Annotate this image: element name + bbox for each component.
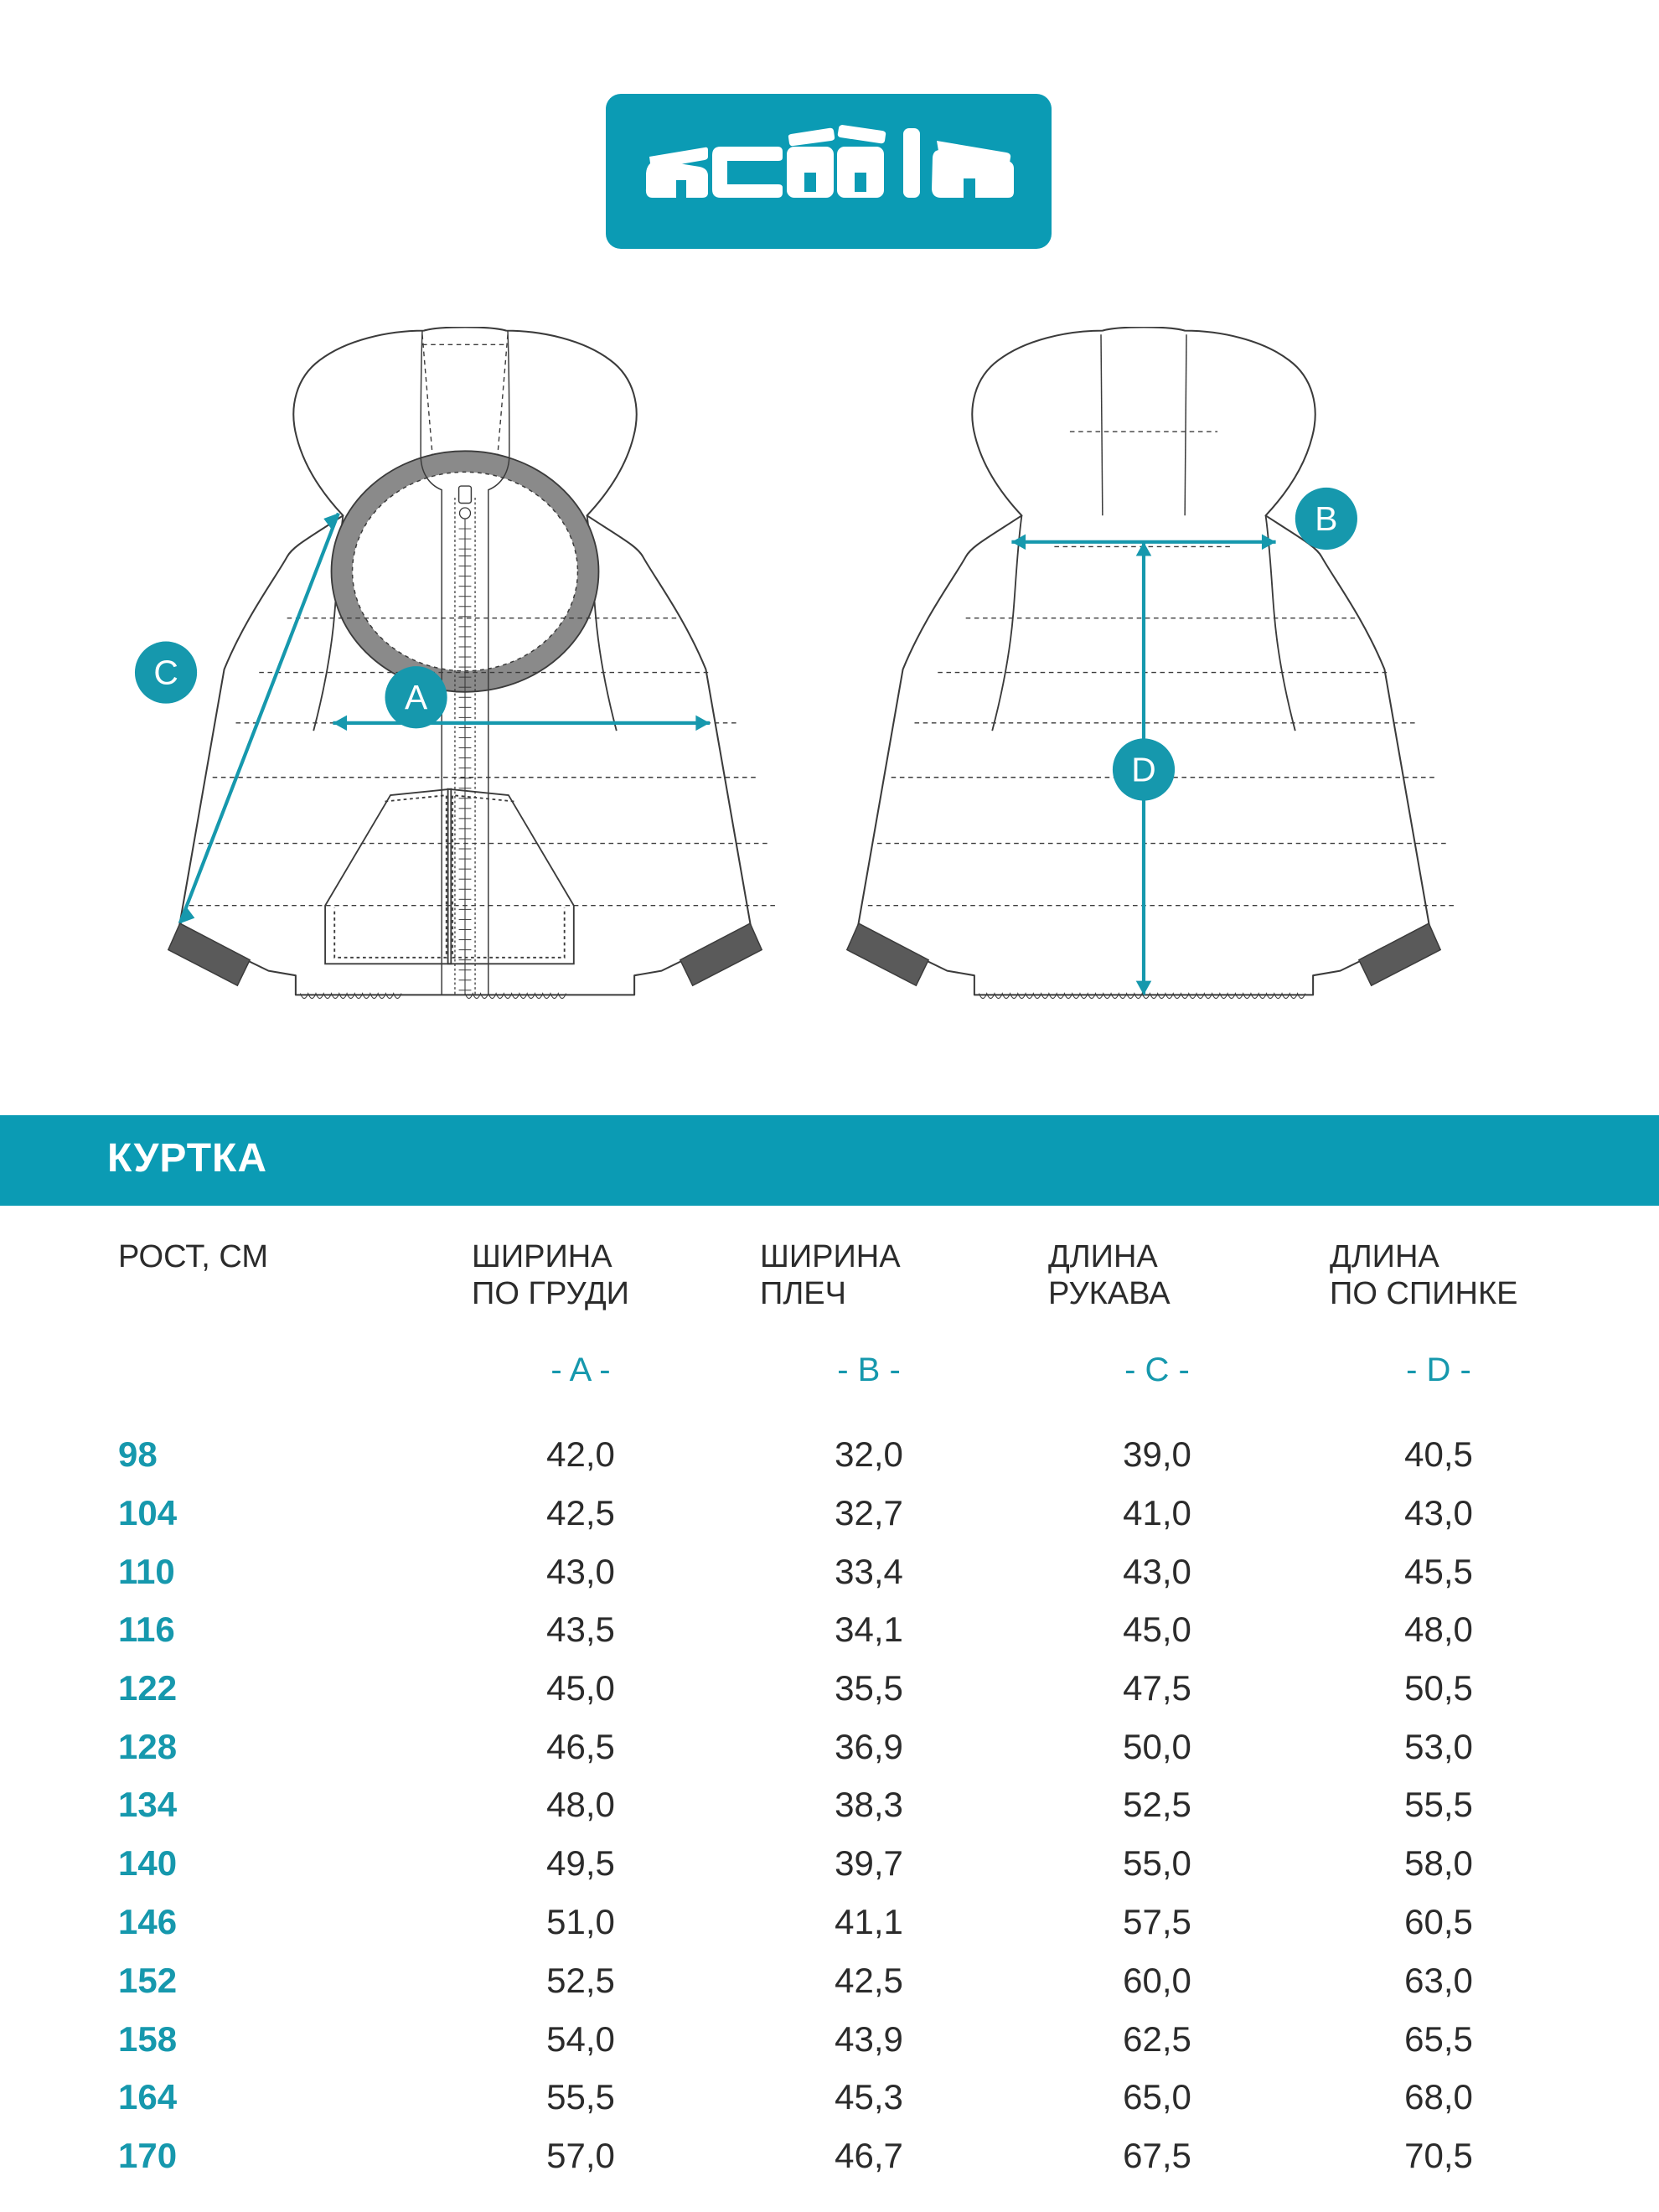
svg-text:C: C bbox=[153, 653, 178, 691]
svg-text:B: B bbox=[1315, 499, 1337, 538]
svg-text:D: D bbox=[1131, 750, 1155, 788]
svg-text:A: A bbox=[405, 678, 428, 716]
